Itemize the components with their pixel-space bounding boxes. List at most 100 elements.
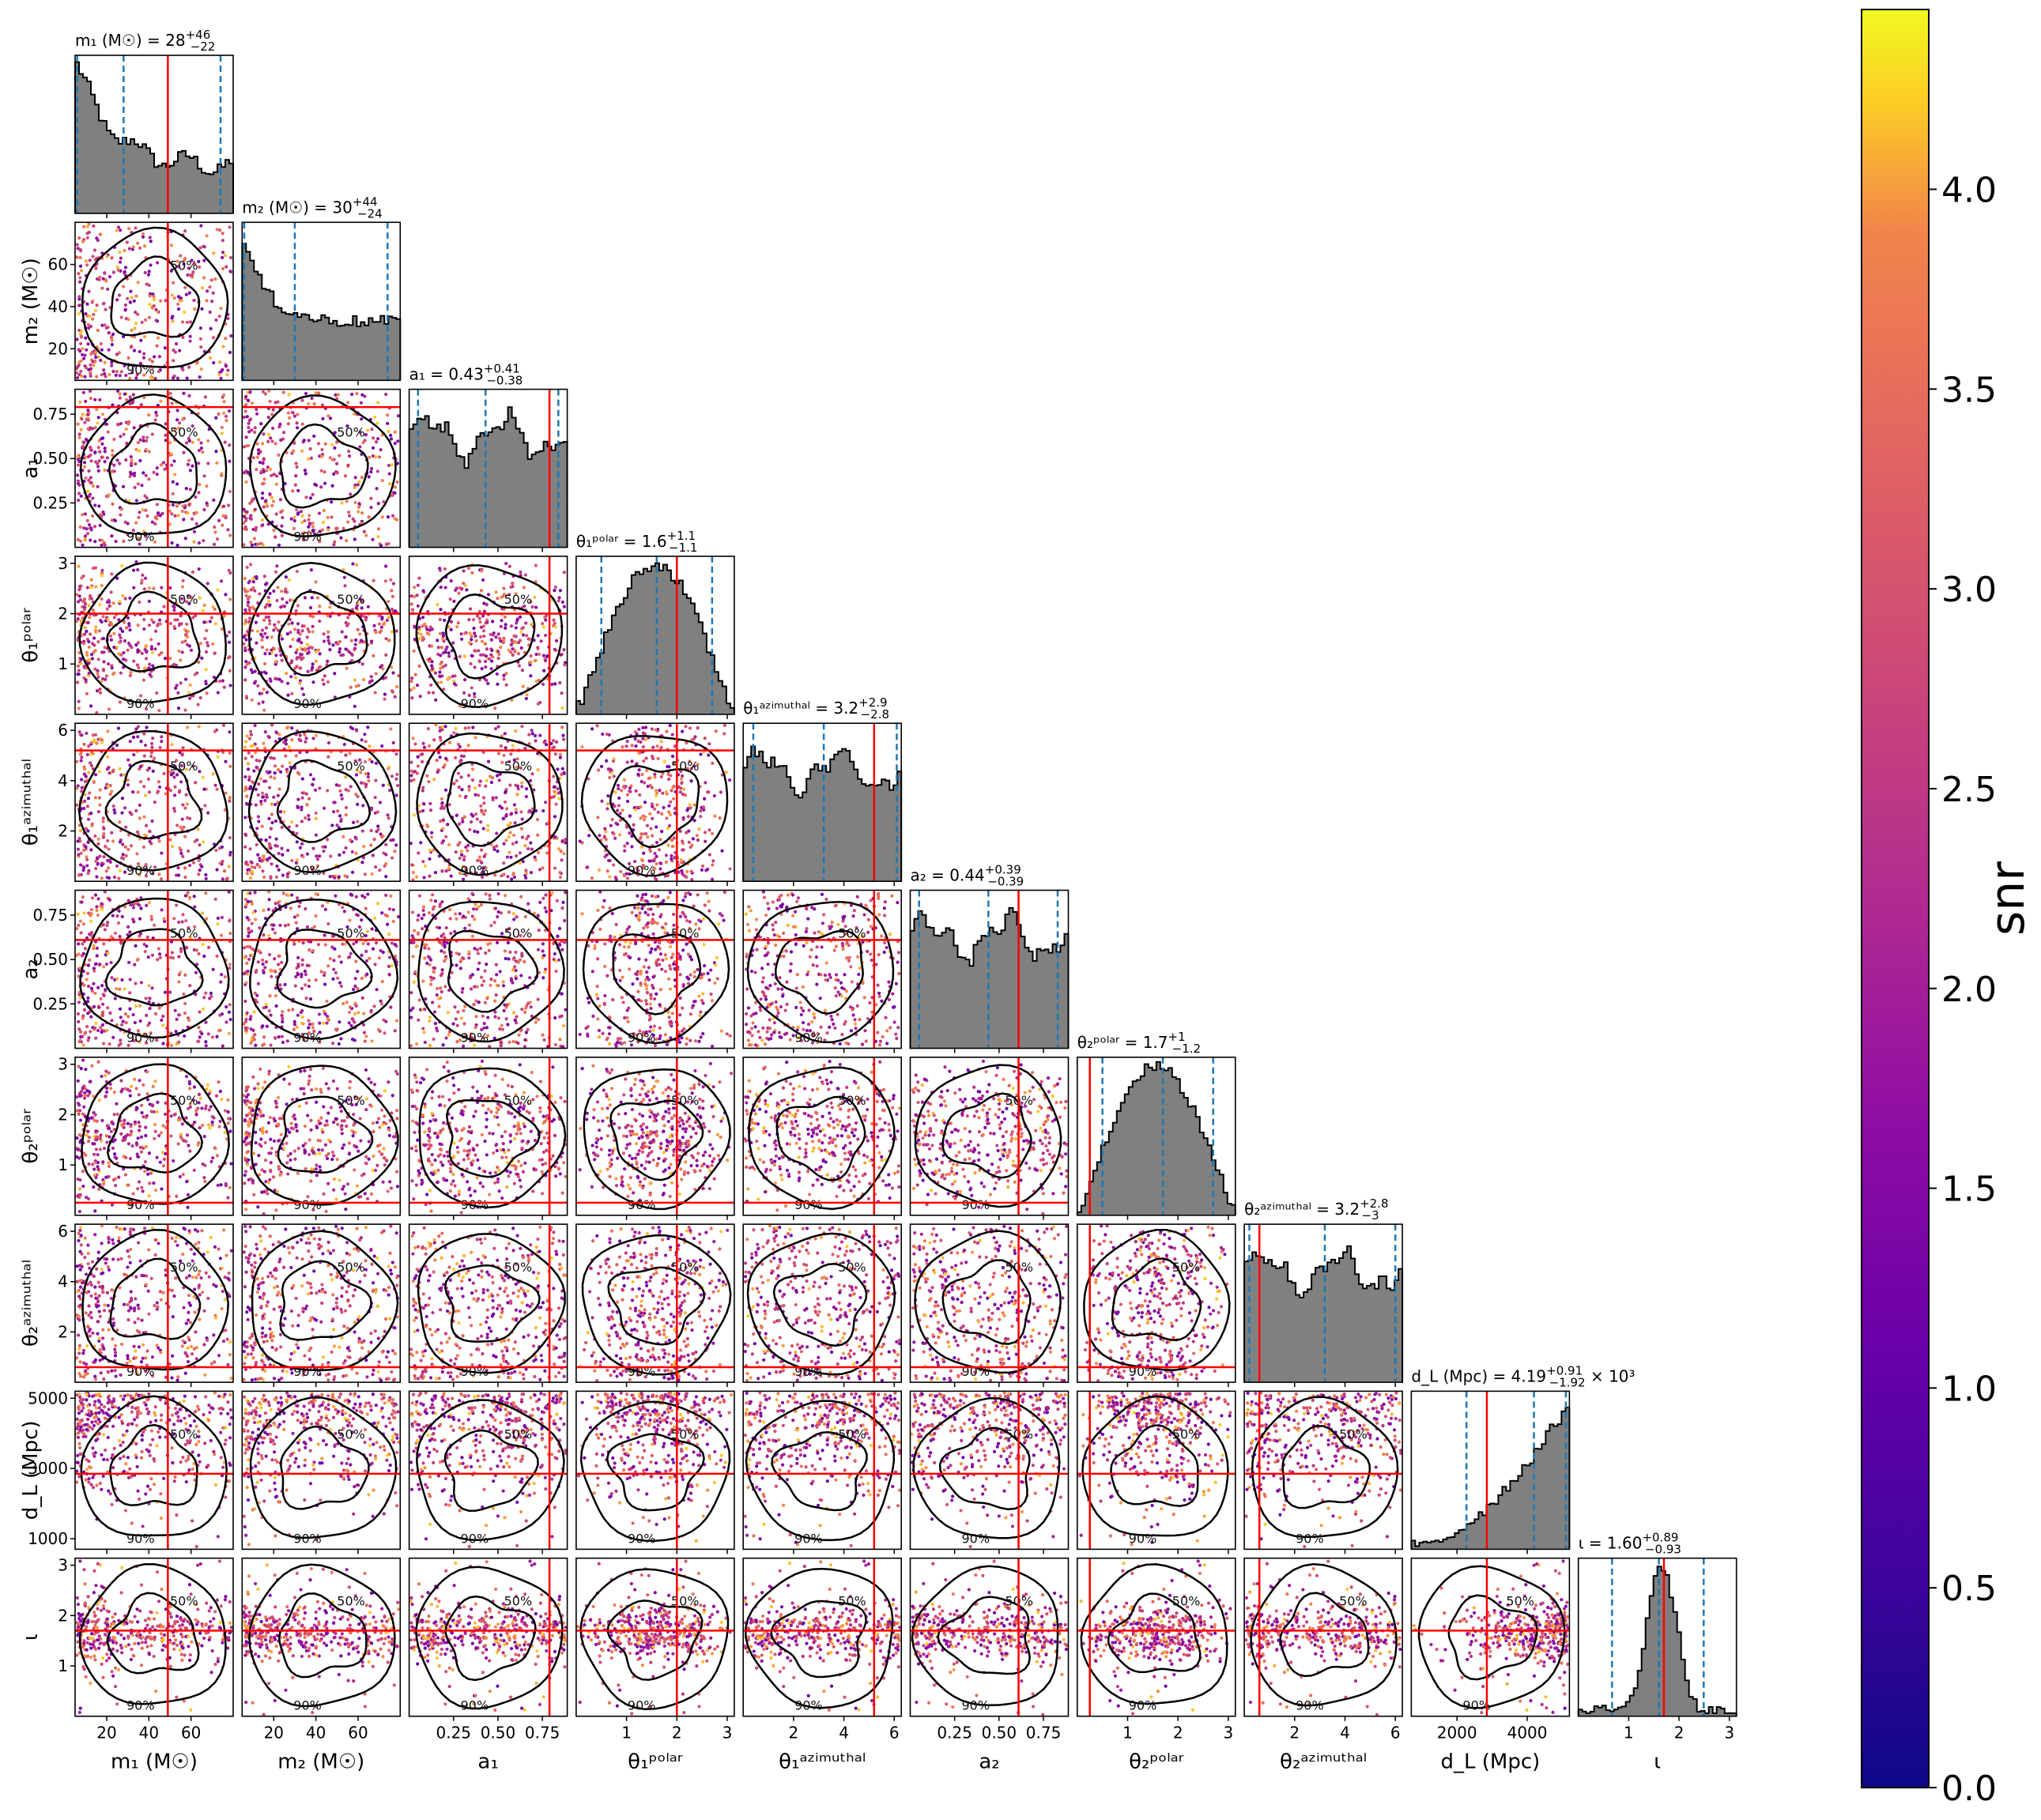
sample-point xyxy=(699,815,703,819)
sample-point xyxy=(340,630,344,634)
sample-point xyxy=(175,684,179,688)
sample-point xyxy=(135,373,139,377)
sample-point xyxy=(111,770,115,774)
sample-point xyxy=(171,319,175,323)
sample-point xyxy=(110,1019,114,1023)
sample-point xyxy=(169,269,173,273)
sample-point xyxy=(391,582,396,586)
sample-point xyxy=(428,874,432,878)
sample-point xyxy=(518,615,523,619)
sample-point xyxy=(513,821,517,825)
sample-point xyxy=(95,946,100,950)
sample-point xyxy=(311,662,315,666)
sample-point xyxy=(689,869,693,873)
sample-point xyxy=(193,905,197,909)
sample-point xyxy=(224,593,228,597)
sample-point xyxy=(157,618,162,622)
sample-point xyxy=(338,639,341,644)
sample-point xyxy=(173,1008,177,1012)
sample-point xyxy=(343,874,347,878)
sample-point xyxy=(439,608,443,612)
sample-point xyxy=(136,241,140,245)
sample-point xyxy=(486,593,491,597)
sample-point xyxy=(141,845,146,849)
sample-point xyxy=(143,833,147,837)
sample-point xyxy=(205,299,209,303)
sample-point xyxy=(353,642,357,646)
sample-point xyxy=(322,849,326,853)
sample-point xyxy=(485,778,489,783)
sample-point xyxy=(224,759,228,763)
sample-point xyxy=(311,777,315,782)
sample-point xyxy=(77,707,81,710)
sample-point xyxy=(228,655,232,659)
sample-point xyxy=(279,770,283,774)
sample-point xyxy=(101,669,106,673)
sample-point xyxy=(313,482,317,486)
sample-point xyxy=(710,877,715,881)
sample-point xyxy=(82,742,86,746)
sample-point xyxy=(616,808,620,812)
sample-point xyxy=(177,980,181,984)
sample-point xyxy=(263,631,267,635)
sample-point xyxy=(118,251,122,254)
sample-point xyxy=(637,751,641,755)
sample-point xyxy=(251,456,255,460)
sample-point xyxy=(198,695,202,700)
sample-point xyxy=(536,768,540,772)
sample-point xyxy=(114,539,118,544)
sample-point xyxy=(151,664,155,668)
sample-point xyxy=(85,302,89,306)
sample-point xyxy=(658,867,662,871)
sample-point xyxy=(125,398,129,401)
sample-point xyxy=(356,483,360,487)
sample-point xyxy=(510,638,514,642)
histogram-bar xyxy=(818,771,823,882)
sample-point xyxy=(213,651,217,655)
sample-point xyxy=(108,372,111,377)
sample-point xyxy=(218,861,222,865)
sample-point xyxy=(92,779,96,784)
sample-point xyxy=(489,780,494,785)
sample-point xyxy=(98,803,102,807)
sample-point xyxy=(552,795,556,799)
sample-point xyxy=(308,773,313,777)
sample-point xyxy=(290,410,295,414)
sample-point xyxy=(214,848,218,853)
sample-point xyxy=(213,783,217,787)
sample-point xyxy=(119,636,123,640)
sample-point xyxy=(493,707,497,710)
sample-point xyxy=(88,616,92,620)
sample-point xyxy=(452,782,456,786)
sample-point xyxy=(101,923,106,927)
sample-point xyxy=(85,855,89,859)
sample-point xyxy=(360,829,364,833)
sample-point xyxy=(142,815,146,819)
sample-point xyxy=(429,683,433,688)
sample-point xyxy=(94,350,98,355)
sample-point xyxy=(463,677,467,682)
sample-point xyxy=(500,806,504,810)
sample-point xyxy=(157,653,161,657)
sample-point xyxy=(149,375,153,379)
sample-point xyxy=(142,373,146,377)
sample-point xyxy=(156,310,160,314)
sample-point xyxy=(277,868,281,872)
sample-point xyxy=(459,850,463,853)
sample-point xyxy=(363,439,367,443)
sample-point xyxy=(163,346,167,350)
sample-point xyxy=(454,726,458,730)
sample-point xyxy=(466,774,471,778)
sample-point xyxy=(553,625,558,629)
sample-point xyxy=(270,650,274,654)
sample-point xyxy=(605,732,609,737)
sample-point xyxy=(145,514,149,518)
sample-point xyxy=(133,471,137,475)
sample-point xyxy=(384,637,388,641)
sample-point xyxy=(296,805,300,809)
sample-point xyxy=(153,647,157,651)
sample-point xyxy=(172,806,176,811)
sample-point xyxy=(625,739,629,744)
sample-point xyxy=(499,624,503,628)
sample-point xyxy=(203,395,207,399)
